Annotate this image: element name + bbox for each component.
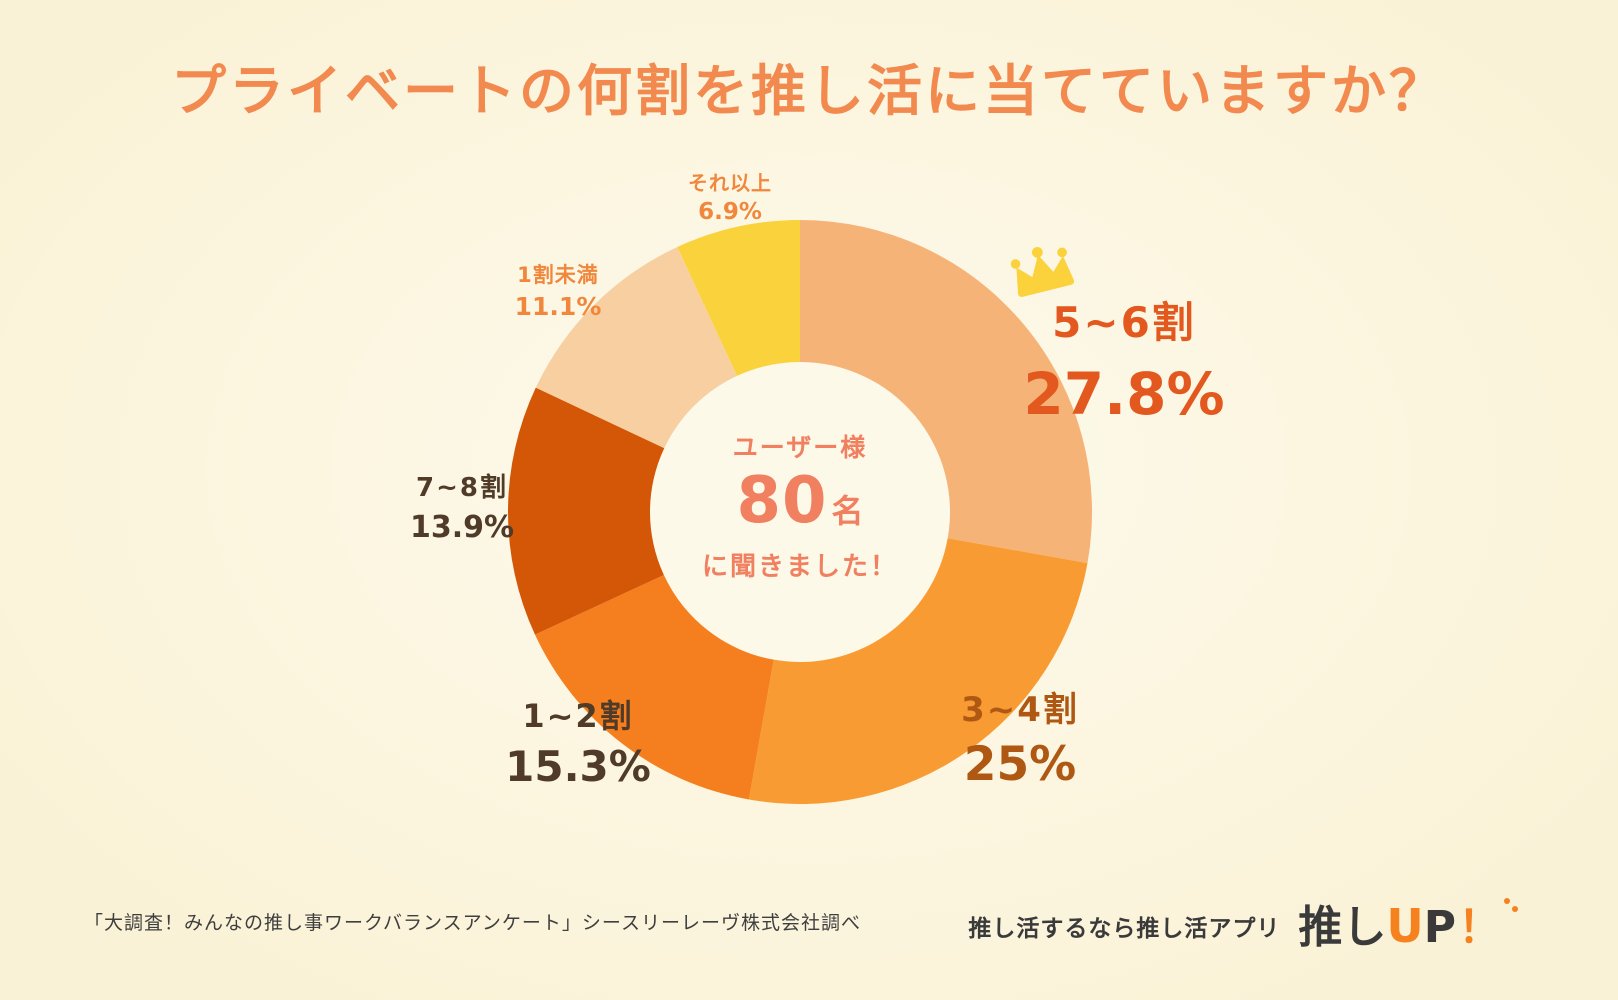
segment-percentage: 6.9% — [698, 199, 762, 225]
crown-icon — [1001, 236, 1084, 306]
logo-exclamation: ！ — [1458, 902, 1502, 953]
segment-name: 1割未満 — [517, 263, 599, 287]
segment-name: 3~4割 — [961, 690, 1079, 730]
footer-right: 推し活するなら推し活アプリ 推し U P ！ — [968, 898, 1518, 953]
donut-hole — [650, 362, 950, 662]
donut-segment-2 — [535, 575, 774, 800]
page-title: プライベートの何割を推し活に当てていますか？ — [170, 59, 1447, 123]
respondent-count: 80 — [736, 464, 828, 538]
donut-segment-5 — [677, 220, 800, 376]
survey-source-text: 「大調査！みんなの推し事ワークバランスアンケート」シースリーレーヴ株式会社調べ — [84, 912, 861, 934]
logo-text-oshi: 推し — [1298, 902, 1387, 953]
segment-name: 5~6割 — [1052, 298, 1196, 347]
promo-text: 推し活するなら推し活アプリ — [968, 916, 1281, 942]
donut-chart — [508, 220, 1092, 804]
segment-percentage: 11.1% — [514, 292, 602, 322]
donut-segment-0 — [800, 220, 1092, 564]
segment-name: 7~8割 — [416, 473, 508, 503]
logo-text-p: P — [1423, 902, 1456, 953]
segment-label-5-6: 5~6割 27.8% — [1023, 296, 1224, 432]
segment-label-more: それ以上 6.9% — [688, 170, 772, 228]
segment-percentage: 13.9% — [409, 509, 515, 545]
center-caption-line1: ユーザー様 — [732, 433, 868, 462]
segment-label-7-8: 7~8割 13.9% — [410, 472, 514, 547]
segment-percentage: 27.8% — [1023, 359, 1225, 428]
sparkle-dots-icon — [1502, 898, 1518, 942]
center-caption-line3: に聞きました！ — [701, 552, 898, 583]
respondent-count-suffix: 名 — [831, 492, 864, 530]
segment-label-3-4: 3~4割 25% — [961, 688, 1079, 795]
segment-label-under-1: 1割未満 11.1% — [515, 262, 602, 324]
donut-chart-wrap — [500, 212, 1100, 812]
logo-text-u: U — [1386, 899, 1424, 953]
segment-label-1-2: 1~2割 15.3% — [505, 696, 651, 794]
segment-percentage: 25% — [963, 737, 1077, 793]
segment-name: 1~2割 — [522, 697, 634, 735]
donut-segment-4 — [535, 247, 737, 449]
app-logo: 推し U P ！ — [1298, 898, 1518, 953]
center-caption-number-row: 80 名 — [635, 466, 965, 536]
donut-segment-1 — [748, 538, 1088, 804]
center-caption: ユーザー様 80 名 に聞きました！ — [635, 428, 965, 583]
segment-percentage: 15.3% — [505, 741, 651, 791]
donut-segment-3 — [508, 387, 665, 635]
segment-name: それ以上 — [688, 171, 772, 195]
